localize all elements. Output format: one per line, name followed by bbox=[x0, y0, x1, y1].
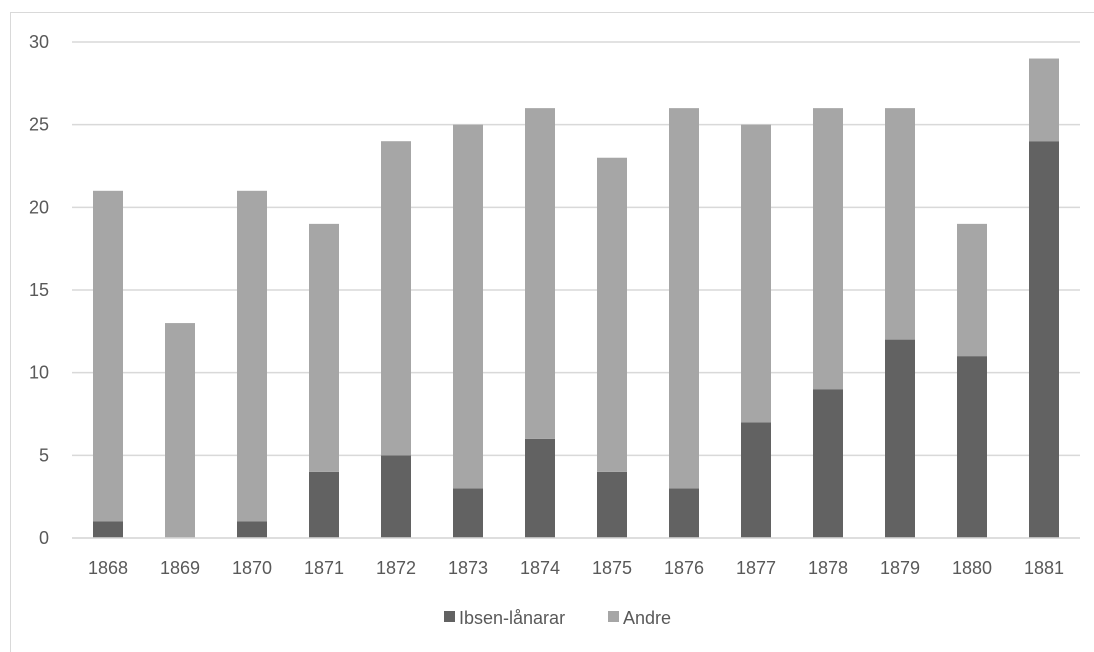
x-tick-label: 1877 bbox=[736, 558, 776, 578]
x-tick-label: 1868 bbox=[88, 558, 128, 578]
x-axis: 1868 1869 1870 1871 1872 1873 1874 1875 1876 1877… bbox=[72, 537, 1080, 578]
y-tick-label: 20 bbox=[29, 197, 49, 217]
bar-andre-1877 bbox=[741, 124, 771, 423]
bar-ibsen-1875 bbox=[597, 471, 627, 538]
x-tick-label: 1879 bbox=[880, 558, 920, 578]
x-tick-label: 1878 bbox=[808, 558, 848, 578]
bar-andre-1872 bbox=[381, 141, 411, 456]
x-tick-label: 1871 bbox=[304, 558, 344, 578]
bar-andre-1873 bbox=[453, 124, 483, 489]
y-tick-label: 0 bbox=[39, 528, 49, 548]
legend-swatch-ibsen bbox=[444, 611, 455, 622]
bar-andre-1879 bbox=[885, 108, 915, 340]
x-tick-label: 1869 bbox=[160, 558, 200, 578]
gridlines bbox=[72, 41, 1080, 539]
bar-ibsen-1873 bbox=[453, 488, 483, 538]
y-axis: 0 5 10 15 20 25 30 bbox=[29, 32, 49, 548]
legend-swatch-andre bbox=[608, 611, 619, 622]
x-tick-label: 1880 bbox=[952, 558, 992, 578]
bar-ibsen-1881 bbox=[1029, 141, 1059, 538]
x-tick-label: 1874 bbox=[520, 558, 560, 578]
bar-ibsen-1872 bbox=[381, 455, 411, 538]
y-tick-label: 25 bbox=[29, 115, 49, 135]
bar-ibsen-1876 bbox=[669, 488, 699, 538]
bar-andre-1874 bbox=[525, 108, 555, 439]
x-tick-label: 1881 bbox=[1024, 558, 1064, 578]
bar-ibsen-1874 bbox=[525, 438, 555, 538]
x-tick-label: 1873 bbox=[448, 558, 488, 578]
bar-andre-1880 bbox=[957, 223, 987, 357]
y-tick-label: 10 bbox=[29, 363, 49, 383]
bar-ibsen-1870 bbox=[237, 521, 267, 538]
bar-andre-1870 bbox=[237, 190, 267, 522]
bar-andre-1876 bbox=[669, 108, 699, 489]
bar-ibsen-1871 bbox=[309, 471, 339, 538]
x-tick-label: 1872 bbox=[376, 558, 416, 578]
chart-frame bbox=[10, 12, 1094, 652]
bar-ibsen-1868 bbox=[93, 521, 123, 538]
bar-andre-1868 bbox=[93, 190, 123, 522]
legend-label-andre: Andre bbox=[623, 608, 671, 628]
bar-andre-1881 bbox=[1029, 58, 1059, 142]
x-tick-label: 1876 bbox=[664, 558, 704, 578]
bar-ibsen-1878 bbox=[813, 389, 843, 538]
y-tick-label: 15 bbox=[29, 280, 49, 300]
legend-label-ibsen: Ibsen-lånarar bbox=[459, 608, 565, 628]
bar-ibsen-1879 bbox=[885, 339, 915, 538]
legend: Ibsen-lånarar Andre bbox=[444, 608, 671, 628]
bar-ibsen-1877 bbox=[741, 422, 771, 538]
y-tick-label: 30 bbox=[29, 32, 49, 52]
x-tick-label: 1875 bbox=[592, 558, 632, 578]
bar-andre-1871 bbox=[309, 223, 339, 472]
bar-andre-1869 bbox=[165, 323, 195, 538]
bars bbox=[93, 58, 1059, 538]
y-tick-label: 5 bbox=[39, 445, 49, 465]
bar-andre-1875 bbox=[597, 157, 627, 472]
bar-andre-1878 bbox=[813, 108, 843, 390]
bar-ibsen-1880 bbox=[957, 356, 987, 538]
x-tick-label: 1870 bbox=[232, 558, 272, 578]
